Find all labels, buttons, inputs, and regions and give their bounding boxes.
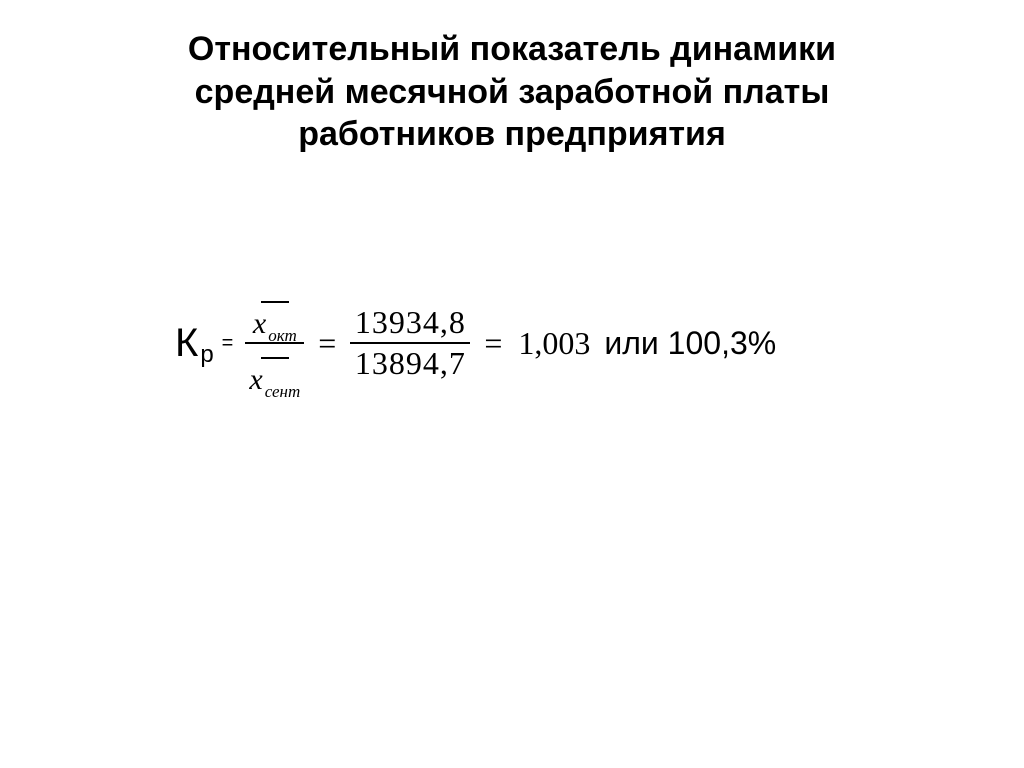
or-word: или: [604, 325, 658, 361]
numeric-numerator: 13934,8: [351, 303, 470, 342]
equals-1: =: [222, 332, 234, 355]
title-line-3: работников предприятия: [298, 115, 726, 153]
lhs-symbol: К: [175, 321, 198, 366]
xbar-oct: x окт: [253, 301, 297, 340]
x-sub-oct: окт: [268, 327, 297, 346]
numeric-fraction: 13934,8 13894,7: [350, 303, 470, 383]
overline-icon: [261, 357, 289, 359]
numeric-denominator: 13894,7: [351, 344, 470, 383]
result-value: 1,003: [518, 325, 590, 362]
formula: К р = x окт x сент: [175, 288, 776, 398]
equals-2: =: [318, 325, 336, 362]
xbar-denominator: x сент: [245, 344, 304, 398]
or-text: или 100,3%: [604, 325, 776, 362]
xbar-fraction: x окт x сент: [245, 288, 304, 398]
lhs-subscript: р: [200, 341, 213, 369]
xbar-sept: x сент: [249, 357, 300, 396]
x-letter: x: [253, 307, 266, 340]
title-line-2: средней месячной заработной платы: [195, 73, 830, 111]
percent-value: 100,3%: [668, 325, 777, 361]
equals-3: =: [484, 325, 502, 362]
x-sub-sept: сент: [265, 383, 301, 402]
slide-title: Относительный показатель динамики средне…: [60, 28, 964, 156]
overline-icon: [261, 301, 289, 303]
slide: Относительный показатель динамики средне…: [0, 0, 1024, 768]
title-line-1: Относительный показатель динамики: [188, 30, 836, 68]
xbar-numerator: x окт: [249, 288, 301, 342]
x-letter: x: [249, 363, 262, 396]
